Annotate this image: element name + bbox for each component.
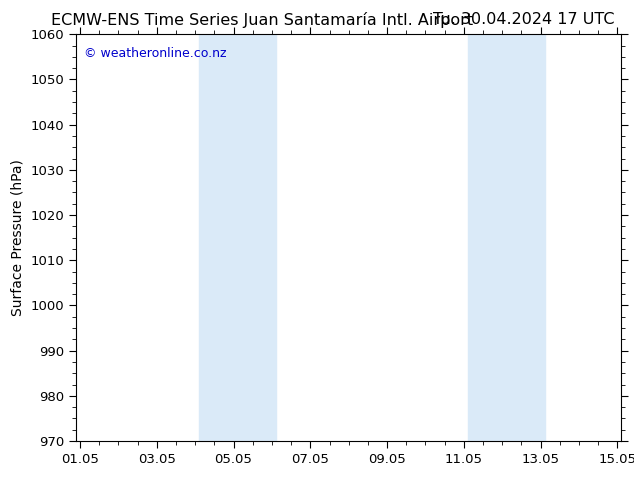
Text: ECMW-ENS Time Series Juan Santamaría Intl. Airport: ECMW-ENS Time Series Juan Santamaría Int… bbox=[51, 12, 473, 28]
Text: Tu. 30.04.2024 17 UTC: Tu. 30.04.2024 17 UTC bbox=[434, 12, 615, 27]
Bar bbox=[468, 34, 545, 441]
Bar bbox=[199, 34, 276, 441]
Text: © weatheronline.co.nz: © weatheronline.co.nz bbox=[84, 47, 227, 59]
Y-axis label: Surface Pressure (hPa): Surface Pressure (hPa) bbox=[11, 159, 25, 316]
